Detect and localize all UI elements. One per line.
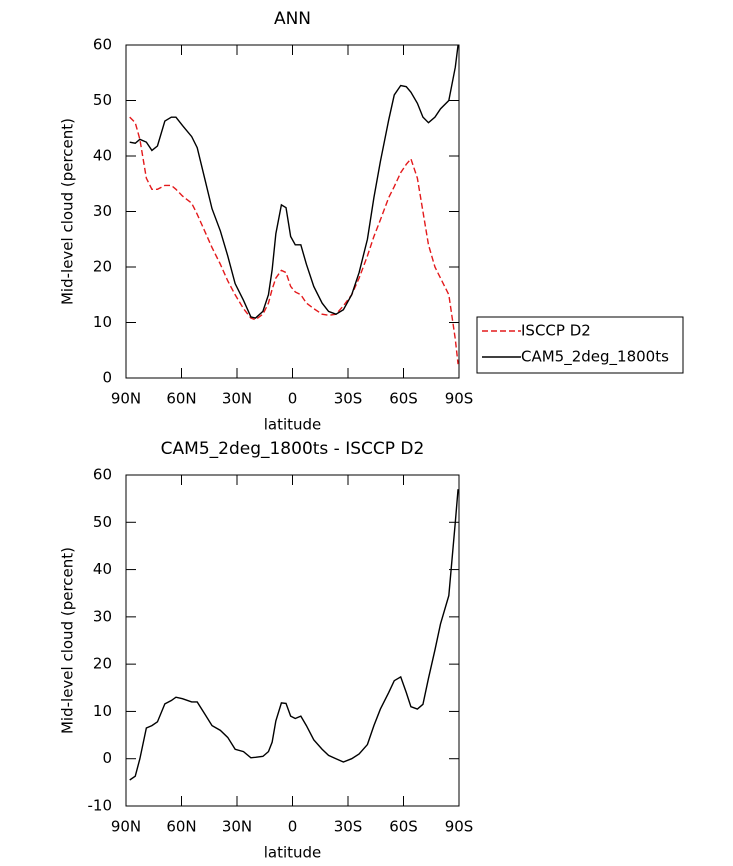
- y-axis-label: Mid-level cloud (percent): [59, 547, 77, 734]
- y-tick-label: 60: [93, 36, 112, 54]
- y-tick-label: 10: [93, 313, 112, 331]
- y-tick-label: 50: [93, 513, 112, 531]
- data-line: [129, 44, 459, 319]
- y-tick-label: 10: [93, 702, 112, 720]
- x-tick-label: 90N: [111, 390, 141, 408]
- y-tick-label: 60: [93, 466, 112, 484]
- x-tick-label: 60S: [389, 390, 418, 408]
- y-tick-label: 30: [93, 202, 112, 220]
- x-tick-label: 90N: [111, 818, 141, 836]
- x-tick-label: 60S: [389, 818, 418, 836]
- y-tick-label: -10: [88, 797, 113, 815]
- x-axis-label: latitude: [264, 844, 322, 862]
- x-tick-label: 0: [288, 818, 298, 836]
- y-tick-label: 0: [102, 749, 112, 767]
- y-tick-label: 40: [93, 560, 112, 578]
- x-tick-label: 30S: [334, 390, 363, 408]
- x-tick-label: 90S: [445, 818, 474, 836]
- plot-frame: [125, 474, 460, 807]
- x-axis-label: latitude: [264, 416, 322, 434]
- y-tick-label: 20: [93, 655, 112, 673]
- x-tick-label: 60N: [166, 390, 196, 408]
- y-tick-label: 50: [93, 91, 112, 109]
- x-tick-label: 60N: [166, 818, 196, 836]
- x-tick-label: 90S: [445, 390, 474, 408]
- x-tick-label: 30N: [222, 390, 252, 408]
- y-tick-label: 40: [93, 147, 112, 165]
- plot-frame: [125, 44, 460, 379]
- y-tick-label: 0: [102, 369, 112, 387]
- chart-title: CAM5_2deg_1800ts - ISCCP D2: [161, 439, 425, 459]
- legend-box: [476, 316, 684, 374]
- legend-label: CAM5_2deg_1800ts: [521, 348, 669, 367]
- data-line: [129, 116, 459, 365]
- chart-title: ANN: [274, 9, 311, 29]
- y-axis-label: Mid-level cloud (percent): [59, 118, 77, 305]
- x-tick-label: 0: [288, 390, 298, 408]
- x-tick-label: 30S: [334, 818, 363, 836]
- x-tick-label: 30N: [222, 818, 252, 836]
- y-tick-label: 20: [93, 258, 112, 276]
- y-tick-label: 30: [93, 607, 112, 625]
- legend-label: ISCCP D2: [521, 322, 591, 340]
- data-line: [129, 489, 459, 781]
